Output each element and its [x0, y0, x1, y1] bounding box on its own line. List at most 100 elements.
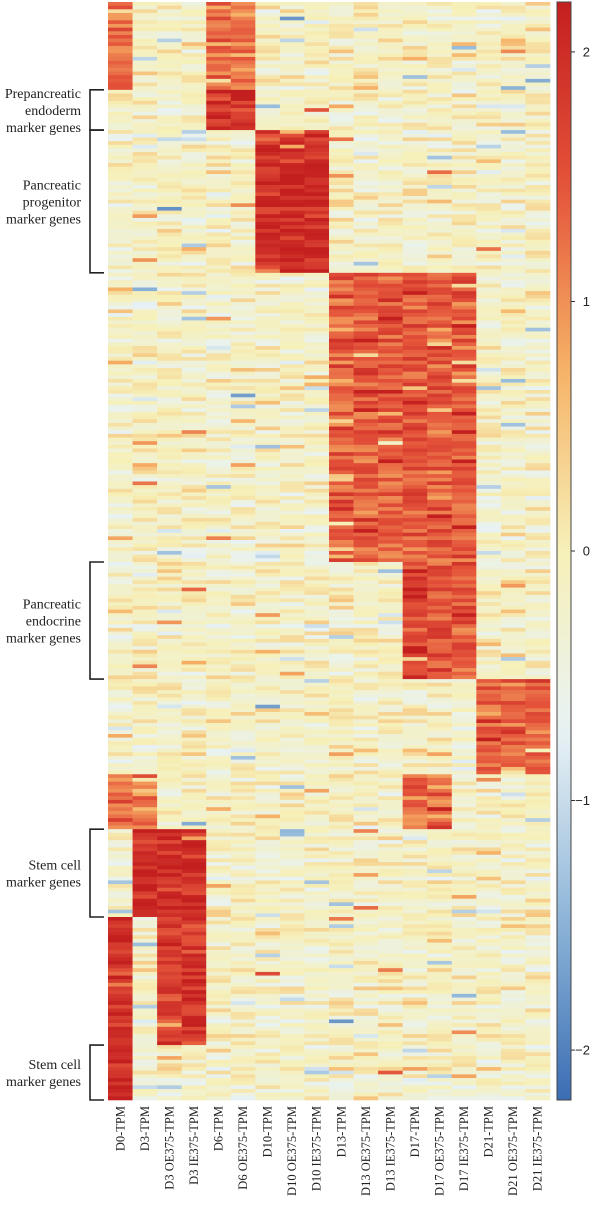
heatmap-cell [304, 86, 330, 91]
heatmap-cell [108, 865, 133, 870]
heatmap-cell [427, 163, 453, 167]
heatmap-cell [353, 481, 379, 486]
heatmap-cell [132, 309, 158, 314]
heatmap-cell [206, 781, 232, 786]
heatmap-cell [329, 518, 354, 523]
heatmap-cell [108, 353, 133, 358]
heatmap-cell [181, 272, 207, 277]
heatmap-cell [329, 386, 354, 391]
heatmap-cell [230, 616, 256, 621]
heatmap-cell [500, 239, 526, 244]
heatmap-cell [500, 225, 526, 230]
heatmap-cell [181, 78, 207, 83]
heatmap-cell [476, 697, 502, 702]
heatmap-cell [230, 763, 256, 768]
heatmap-cell [181, 646, 207, 651]
heatmap-cell [132, 357, 158, 361]
heatmap-cell [304, 840, 330, 845]
heatmap-cell [353, 185, 379, 189]
heatmap-cell [255, 719, 281, 724]
heatmap-cell [451, 411, 477, 416]
heatmap-cell [157, 488, 182, 493]
heatmap-cell [230, 276, 256, 281]
heatmap-cell [206, 858, 232, 863]
heatmap-cell [500, 49, 526, 54]
heatmap-cell [279, 181, 305, 186]
heatmap-cell [279, 518, 305, 523]
heatmap-cell [525, 141, 551, 146]
heatmap-cell [132, 514, 158, 519]
heatmap-cell [500, 64, 526, 69]
heatmap-cell [181, 1008, 207, 1013]
heatmap-cell [451, 719, 477, 724]
heatmap-cell [279, 646, 305, 651]
heatmap-cell [108, 576, 133, 581]
heatmap-cell [353, 660, 379, 665]
heatmap-cell [132, 195, 158, 200]
heatmap-cell [402, 155, 428, 160]
heatmap-cell [476, 459, 502, 464]
heatmap-cell [206, 744, 232, 749]
heatmap-cell [378, 803, 403, 808]
heatmap-cell [157, 221, 182, 226]
heatmap-cell [476, 437, 502, 442]
heatmap-cell [206, 382, 232, 387]
heatmap-cell [402, 386, 428, 391]
heatmap-cell [230, 540, 256, 544]
heatmap-cell [157, 642, 182, 647]
heatmap-cell [476, 572, 502, 577]
heatmap-cell [427, 349, 453, 354]
heatmap-cell [304, 408, 330, 413]
heatmap-cell [279, 602, 305, 607]
heatmap-cell [255, 42, 281, 47]
heatmap-cell [402, 854, 428, 859]
heatmap-cell [230, 411, 256, 416]
heatmap-cell [500, 616, 526, 621]
heatmap-cell [108, 437, 133, 442]
heatmap-cell [108, 792, 133, 797]
heatmap-cell [353, 115, 379, 120]
heatmap-cell [279, 349, 305, 354]
heatmap-cell [525, 309, 551, 314]
heatmap-cell [329, 474, 354, 479]
heatmap-cell [427, 148, 453, 153]
heatmap-cell [476, 543, 502, 548]
heatmap-cell [206, 119, 232, 124]
heatmap-cell [427, 675, 453, 680]
heatmap-cell [427, 682, 453, 687]
heatmap-cell [451, 481, 477, 486]
heatmap-cell [378, 990, 403, 995]
heatmap-cell [525, 536, 551, 541]
heatmap-cell [132, 254, 158, 259]
heatmap-cell [500, 704, 526, 709]
heatmap-cell [132, 723, 158, 727]
heatmap-cell [304, 291, 330, 296]
heatmap-cell [525, 580, 551, 585]
heatmap-cell [181, 949, 207, 954]
heatmap-cell [402, 364, 428, 369]
heatmap-cell [181, 71, 207, 76]
heatmap-cell [304, 796, 330, 801]
heatmap-cell [230, 309, 256, 314]
heatmap-cell [181, 247, 207, 252]
heatmap-cell [132, 653, 158, 658]
heatmap-cell [378, 938, 403, 943]
heatmap-cell [402, 485, 428, 490]
heatmap-cell [378, 602, 403, 607]
heatmap-cell [108, 364, 133, 369]
heatmap-cell [108, 587, 133, 592]
heatmap-cell [427, 364, 453, 369]
heatmap-cell [451, 327, 477, 332]
heatmap-cell [500, 291, 526, 296]
heatmap-cell [206, 324, 232, 329]
heatmap-cell [427, 960, 453, 965]
heatmap-cell [378, 276, 403, 281]
heatmap-cell [353, 690, 379, 695]
heatmap-cell [108, 748, 133, 753]
heatmap-cell [402, 631, 428, 636]
heatmap-cell [108, 108, 133, 113]
heatmap-cell [181, 375, 207, 380]
heatmap-cell [402, 770, 428, 775]
heatmap-cell [279, 60, 305, 65]
heatmap-cell [353, 474, 379, 479]
